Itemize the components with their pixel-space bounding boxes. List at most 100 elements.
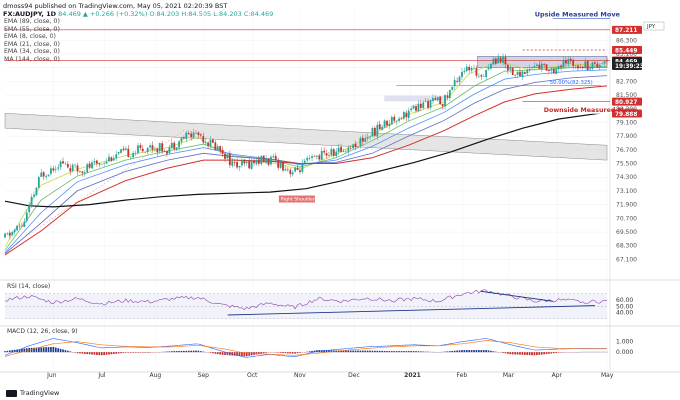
- macd-histogram-bar: [173, 351, 176, 353]
- price-tick-label: 81.500: [616, 92, 637, 99]
- macd-histogram-bar: [376, 350, 379, 353]
- macd-histogram-bar: [465, 350, 468, 353]
- footer-brand[interactable]: TradingView: [6, 389, 59, 397]
- candle-body: [33, 194, 35, 197]
- candle-body: [523, 72, 526, 74]
- macd-histogram-bar: [141, 352, 144, 353]
- candle-body: [190, 133, 193, 137]
- macd-histogram-bar: [190, 350, 193, 353]
- symbol-label[interactable]: FX:AUDJPY, 1D: [3, 10, 57, 18]
- macd-histogram-bar: [229, 352, 231, 356]
- macd-histogram-bar: [543, 352, 545, 355]
- macd-histogram-bar: [219, 352, 222, 355]
- candle-body: [432, 98, 434, 101]
- time-tick-label: Aug: [150, 372, 162, 379]
- macd-histogram-bar: [507, 352, 509, 354]
- price-tick-label: 69.500: [616, 229, 637, 236]
- candle-body: [596, 63, 599, 68]
- macd-tick-label: 0.000: [616, 349, 633, 356]
- macd-histogram-bar: [502, 352, 504, 353]
- price-tag-label: 85.449: [615, 48, 637, 54]
- macd-histogram-bar: [212, 352, 214, 354]
- candle-body: [453, 80, 456, 87]
- legend-ma144[interactable]: MA (144, close, 0): [4, 55, 60, 63]
- candle-body: [485, 69, 488, 78]
- downside-label-bg: [540, 105, 610, 114]
- candle-body: [390, 116, 393, 125]
- candle-body: [383, 120, 386, 128]
- macd-histogram-bar: [284, 352, 287, 354]
- candle-body: [463, 70, 466, 72]
- macd-histogram-bar: [76, 352, 79, 354]
- rsi-tick-label: 60.00: [616, 297, 633, 304]
- price-axis[interactable]: 67.100 68.300 69.500 70.700 71.900 73.100 74.3…: [616, 37, 637, 263]
- macd-histogram-bar: [260, 352, 263, 354]
- legend-ema21[interactable]: EMA (21, close, 0): [4, 40, 60, 48]
- candle-body: [364, 138, 367, 142]
- macd-histogram-bar: [47, 347, 50, 353]
- macd-histogram-bar: [8, 350, 11, 353]
- macd-histogram-bar: [115, 352, 118, 354]
- macd-histogram-bar: [287, 352, 289, 354]
- macd-histogram-bar: [117, 352, 120, 354]
- candle-body: [103, 163, 106, 164]
- candle-body: [173, 142, 176, 150]
- time-tick-label: Oct: [247, 372, 258, 379]
- time-tick-label: Jun: [46, 372, 57, 379]
- macd-histogram-bar: [18, 349, 21, 353]
- macd-histogram-bar: [45, 347, 47, 353]
- legend-ema89[interactable]: EMA (89, close, 0): [4, 18, 60, 25]
- price-tick-label: 77.900: [616, 133, 637, 140]
- macd-histogram-bar: [359, 350, 362, 353]
- candle-body: [535, 64, 538, 66]
- price-tag: [612, 45, 642, 54]
- macd-histogram-bar: [79, 352, 81, 354]
- ma-line-ema55: [4, 75, 608, 255]
- macd-histogram-bar: [557, 352, 560, 353]
- signal-line: [4, 340, 607, 357]
- macd-histogram-bar: [366, 350, 369, 353]
- macd-histogram-bar: [509, 352, 512, 355]
- legend-ema55[interactable]: EMA (55, close, 0): [4, 25, 60, 33]
- macd-histogram-bar: [258, 352, 260, 355]
- candle-body: [301, 162, 304, 172]
- macd-histogram-bar: [139, 352, 142, 353]
- candle-body: [417, 103, 420, 112]
- macd-histogram-bar: [444, 351, 446, 353]
- candle-body: [429, 100, 432, 108]
- candle-body: [83, 172, 86, 174]
- candle-body: [538, 64, 541, 69]
- candle-body: [589, 68, 591, 70]
- candle-body: [299, 170, 301, 173]
- candle-body: [586, 60, 589, 71]
- macd-histogram-bar: [88, 352, 91, 355]
- candle-body: [509, 67, 512, 70]
- rsi-title: RSI (14, close): [7, 283, 50, 290]
- macd-histogram-bar: [299, 352, 301, 353]
- candle-body: [66, 163, 69, 168]
- macd-histogram-bar: [93, 352, 96, 355]
- candle-body: [294, 167, 297, 172]
- price-tag: [612, 97, 642, 106]
- candle-body: [141, 148, 144, 152]
- macd-histogram-bar: [473, 350, 475, 353]
- candle-body: [369, 136, 371, 138]
- legend-ema8[interactable]: EMA (8, close, 0): [4, 33, 56, 41]
- candle-body: [415, 106, 417, 111]
- time-axis[interactable]: Jun Jul Aug Sep Oct Nov Dec 2021 Feb Mar Apr May: [46, 372, 614, 379]
- legend-ema34[interactable]: EMA (34, close, 0): [4, 48, 60, 56]
- macd-histogram-bar: [422, 351, 425, 353]
- macd-title: MACD (12, 26, close, 9): [7, 328, 78, 335]
- candle-body: [144, 151, 147, 153]
- rsi-tick-bg: [612, 302, 636, 311]
- candle-body: [361, 137, 364, 142]
- candle-body: [146, 148, 149, 153]
- candle-body: [262, 155, 265, 163]
- candle-body: [550, 68, 553, 71]
- candle-body: [381, 126, 384, 130]
- rsi-tick-bg: [612, 296, 636, 304]
- rsi-tick-label: 40.00: [616, 310, 633, 317]
- macd-histogram-bar: [23, 348, 26, 353]
